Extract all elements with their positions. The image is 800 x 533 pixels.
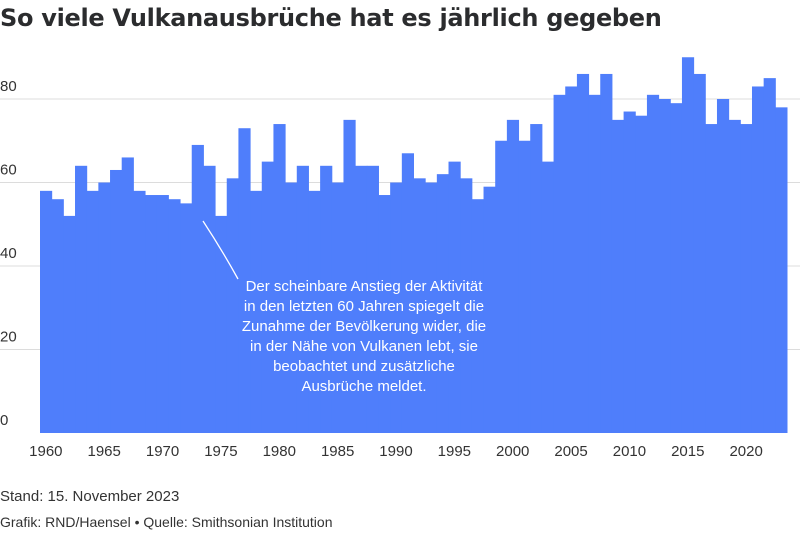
y-tick-label: 0	[0, 412, 8, 429]
bar-2009	[611, 119, 625, 433]
bar-1987	[355, 165, 368, 434]
x-tick-label: 1995	[438, 443, 471, 460]
bar-2021	[751, 86, 765, 433]
annotation-line: beobachtet und zusätzliche	[273, 358, 455, 375]
bar-1975	[215, 215, 228, 433]
annotation-line: Zunahme der Bevölkerung wider, die	[242, 318, 486, 335]
bar-1994	[436, 174, 450, 433]
annotation-line: in den letzten 60 Jahren spiegelt die	[244, 298, 484, 315]
x-tick-label: 1975	[204, 443, 237, 460]
bar-2001	[518, 140, 531, 433]
bar-1993	[425, 182, 438, 433]
bar-1961	[51, 199, 64, 433]
bar-2000	[506, 119, 520, 433]
x-tick-label: 1985	[321, 443, 354, 460]
bar-1991	[401, 153, 414, 433]
annotation-line: Ausbrüche meldet.	[301, 378, 426, 395]
bar-2004	[553, 94, 566, 433]
annotation-line: Der scheinbare Anstieg der Aktivität	[246, 278, 484, 295]
bar-1985	[331, 182, 344, 433]
bar-1976	[226, 178, 239, 433]
chart-title: So viele Vulkanausbrüche hat es jährlich…	[0, 4, 662, 32]
bar-1962	[63, 215, 76, 433]
bar-1981	[285, 182, 298, 433]
bar-1986	[343, 119, 356, 433]
x-tick-label: 2010	[613, 443, 646, 460]
bar-2002	[530, 124, 543, 434]
bar-1999	[495, 140, 508, 433]
bar-1963	[75, 165, 88, 434]
bar-1990	[390, 182, 403, 433]
annotation-line: in der Nähe von Vulkanen lebt, sie	[250, 338, 478, 355]
bar-2017	[705, 124, 718, 434]
bar-2003	[541, 161, 555, 433]
bar-1960	[40, 190, 53, 433]
bar-1989	[378, 195, 391, 433]
bar-2022	[763, 78, 776, 433]
y-tick-label: 80	[0, 78, 17, 95]
x-tick-label: 2015	[671, 443, 704, 460]
bar-1974	[203, 165, 216, 434]
bar-1973	[191, 144, 204, 434]
annotation-leader-line	[202, 220, 239, 280]
bar-2015	[681, 57, 695, 433]
bar-1970	[156, 195, 169, 433]
stand-date: Stand: 15. November 2023	[0, 488, 180, 505]
y-tick-label: 60	[0, 162, 17, 179]
bar-1972	[180, 203, 193, 433]
bar-1979	[261, 161, 274, 433]
bar-1988	[366, 165, 379, 434]
bar-1997	[471, 199, 485, 433]
bar-series	[40, 57, 788, 434]
bar-2008	[600, 73, 613, 433]
bar-1982	[296, 165, 309, 434]
bar-1998	[483, 186, 496, 433]
bar-1965	[98, 182, 111, 433]
source-credit: Grafik: RND/Haensel • Quelle: Smithsonia…	[0, 514, 333, 530]
bar-2016	[693, 73, 706, 433]
bar-1966	[110, 169, 123, 433]
bar-2011	[635, 115, 648, 433]
x-tick-label: 1980	[263, 443, 296, 460]
y-tick-label: 40	[0, 245, 17, 262]
bar-2018	[716, 99, 730, 433]
bar-2019	[728, 119, 741, 433]
x-tick-label: 2000	[496, 443, 529, 460]
bar-2010	[623, 111, 636, 434]
x-tick-label: 1970	[146, 443, 179, 460]
x-tick-label: 1965	[88, 443, 121, 460]
bar-2007	[588, 94, 601, 433]
bar-1980	[273, 124, 286, 434]
x-axis-ticks: 1960 1965 1970 1975 1980 1985 1990 1995 2000 2005…	[29, 443, 763, 460]
bar-1967	[121, 157, 134, 433]
bar-1977	[238, 128, 251, 433]
bar-1995	[448, 161, 461, 433]
bar-2020	[740, 124, 753, 434]
bar-1964	[86, 190, 99, 433]
bar-1996	[460, 178, 473, 433]
x-tick-label: 1960	[29, 443, 62, 460]
bar-2014	[670, 103, 683, 434]
bar-2006	[576, 73, 590, 433]
bar-1969	[145, 195, 158, 433]
bar-2012	[646, 94, 660, 433]
bar-1984	[320, 165, 333, 434]
y-axis-ticks: 0 20 40 60 80	[0, 78, 17, 429]
x-tick-label: 2020	[729, 443, 762, 460]
bar-1992	[413, 178, 426, 433]
bar-1983	[308, 190, 321, 433]
annotation: Der scheinbare Anstieg der Aktivität in d…	[202, 220, 486, 395]
bar-1971	[168, 199, 181, 433]
bar-2005	[565, 86, 578, 433]
y-tick-label: 20	[0, 329, 17, 346]
x-tick-label: 1990	[379, 443, 412, 460]
x-tick-label: 2005	[554, 443, 587, 460]
bar-2023	[775, 107, 788, 433]
bar-2013	[658, 99, 671, 433]
bar-1968	[133, 190, 146, 433]
bar-1978	[250, 190, 263, 433]
